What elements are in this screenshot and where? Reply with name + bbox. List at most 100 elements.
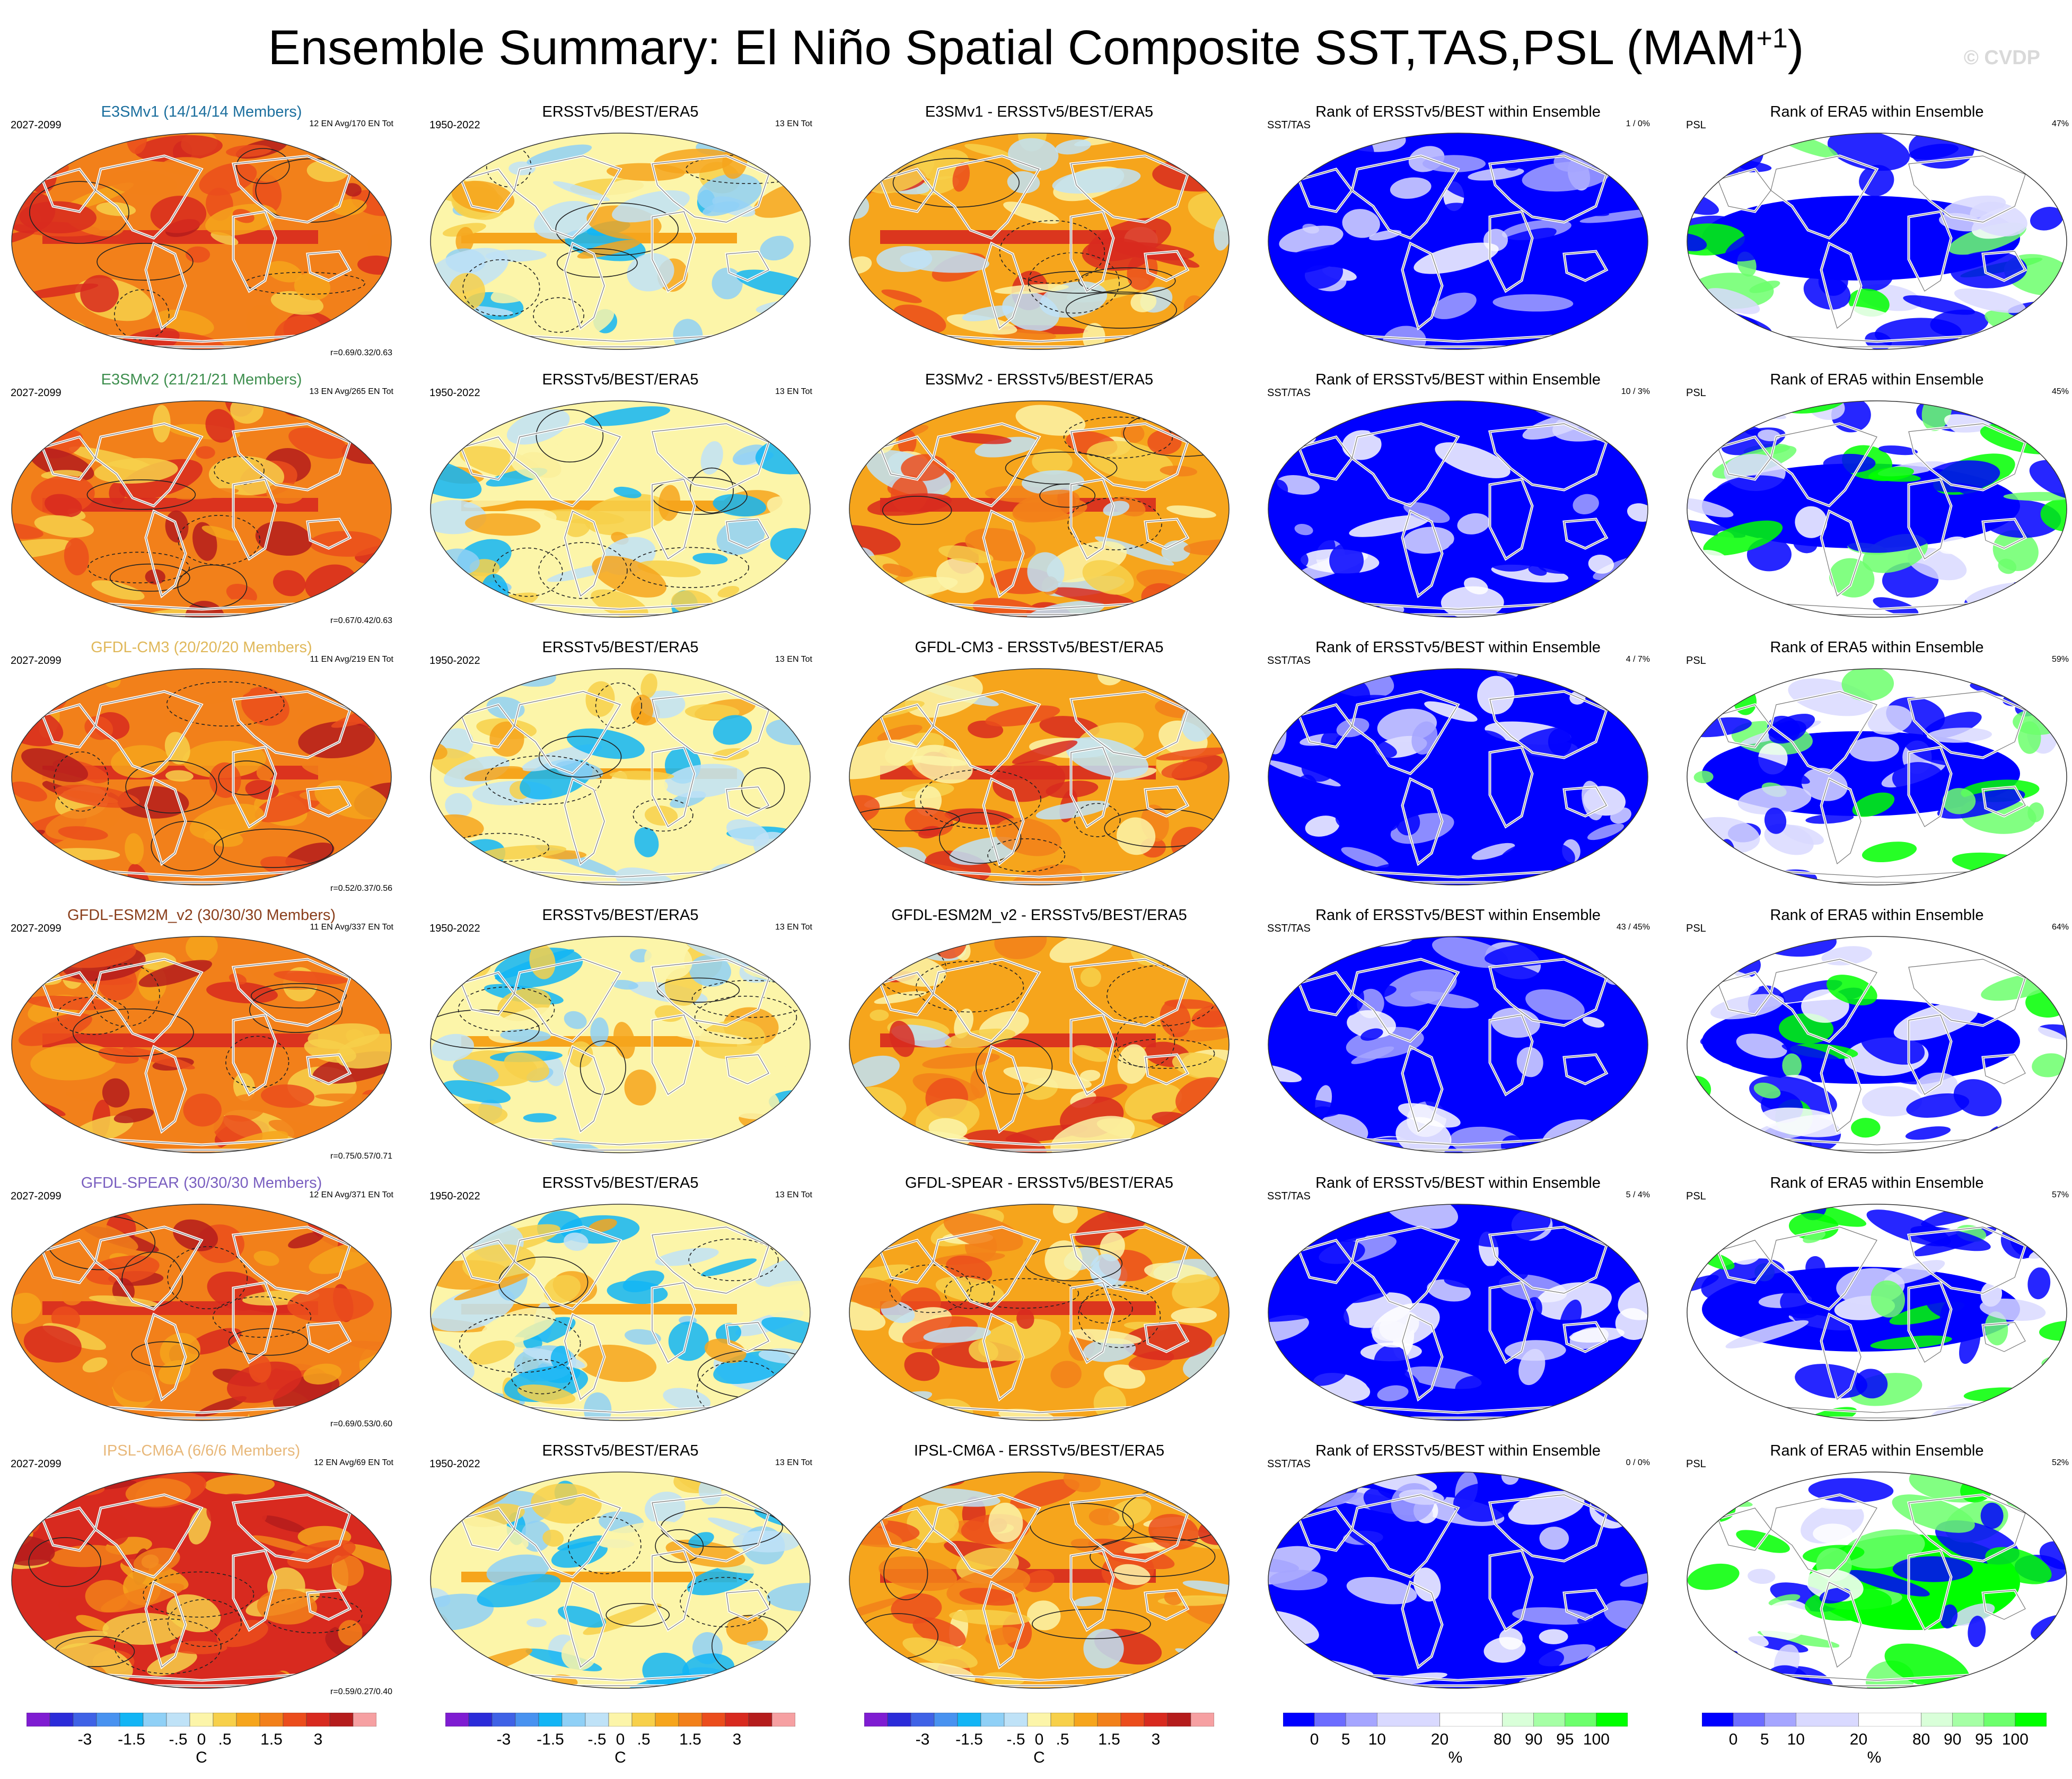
diff-panel: E3SMv1 - ERSSTv5/BEST/ERA5 bbox=[838, 103, 1241, 369]
colorbar-tick-label: 20 bbox=[1430, 1731, 1449, 1748]
colorbar-tick-label: 0 bbox=[616, 1731, 625, 1748]
map-wrapper bbox=[848, 935, 1230, 1156]
diff-panel: GFDL-CM3 - ERSSTv5/BEST/ERA5 bbox=[838, 639, 1241, 904]
panel-right-label: 10 / 3% bbox=[1621, 387, 1650, 396]
panel-left-label: 2027-2099 bbox=[11, 923, 62, 934]
rank-panel: Rank of ERSSTv5/BEST within Ensemble SST/… bbox=[1257, 371, 1660, 636]
panel-left-label: SST/TAS bbox=[1267, 655, 1311, 667]
map-wrapper bbox=[1267, 1203, 1649, 1424]
diff-panel: E3SMv2 - ERSSTv5/BEST/ERA5 bbox=[838, 371, 1241, 636]
psl-panel: Rank of ERA5 within Ensemble PSL 52% bbox=[1675, 1442, 2072, 1707]
map-wrapper bbox=[429, 935, 811, 1156]
panel-title: Rank of ERA5 within Ensemble bbox=[1770, 639, 1984, 656]
colorbar-tick-label: 95 bbox=[1975, 1731, 1993, 1748]
panel-title: ERSSTv5/BEST/ERA5 bbox=[542, 371, 699, 388]
map-wrapper bbox=[848, 668, 1230, 889]
panel-left-label: 1950-2022 bbox=[429, 1458, 480, 1470]
panel-left-label: PSL bbox=[1686, 1190, 1706, 1202]
panel-right-label: 11 EN Avg/337 EN Tot bbox=[310, 923, 393, 932]
panel-title: Rank of ERA5 within Ensemble bbox=[1770, 1442, 1984, 1459]
psl-panel: Rank of ERA5 within Ensemble PSL 59% bbox=[1675, 639, 2072, 904]
panel-right-label: 13 EN Tot bbox=[775, 1190, 812, 1199]
colorbar-tick-label: 0 bbox=[197, 1731, 206, 1748]
panel-title: ERSSTv5/BEST/ERA5 bbox=[542, 907, 699, 924]
colorbar-unit: C bbox=[196, 1749, 207, 1766]
colorbar-tick-label: -3 bbox=[496, 1731, 511, 1748]
map-wrapper bbox=[11, 1203, 392, 1424]
colorbar-tick-label: 10 bbox=[1368, 1731, 1386, 1748]
panel-title: GFDL-CM3 - ERSSTv5/BEST/ERA5 bbox=[915, 639, 1164, 656]
panel-title: E3SMv1 (14/14/14 Members) bbox=[101, 103, 302, 120]
colorbar-tick-label: 80 bbox=[1912, 1731, 1930, 1748]
panel-title: GFDL-SPEAR (30/30/30 Members) bbox=[81, 1175, 322, 1191]
colorbar-tick-label: -1.5 bbox=[537, 1731, 564, 1748]
map-wrapper bbox=[1686, 668, 2068, 889]
colorbar-tick-label: 100 bbox=[2001, 1731, 2029, 1748]
diff-map bbox=[849, 668, 1230, 886]
panel-left-label: 1950-2022 bbox=[429, 387, 480, 399]
panel-title: GFDL-SPEAR - ERSSTv5/BEST/ERA5 bbox=[905, 1175, 1173, 1191]
rank-panel: Rank of ERSSTv5/BEST within Ensemble SST/… bbox=[1257, 1442, 1660, 1707]
panel-title: ERSSTv5/BEST/ERA5 bbox=[542, 1175, 699, 1191]
obs-panel: ERSSTv5/BEST/ERA5 1950-2022 13 EN Tot bbox=[419, 907, 822, 1172]
panel-left-label: 1950-2022 bbox=[429, 923, 480, 934]
map-wrapper bbox=[848, 400, 1230, 621]
pattern-correlation: r=0.67/0.42/0.63 bbox=[330, 616, 392, 625]
panel-right-label: 12 EN Avg/69 EN Tot bbox=[314, 1458, 393, 1467]
panel-right-label: 13 EN Tot bbox=[775, 1458, 812, 1467]
panel-right-label: 43 / 45% bbox=[1616, 923, 1650, 932]
colorbar-tick-label: 1.5 bbox=[679, 1731, 701, 1748]
panel-right-label: 5 / 4% bbox=[1626, 1190, 1650, 1199]
map-wrapper bbox=[429, 400, 811, 621]
panel-title: E3SMv2 (21/21/21 Members) bbox=[101, 371, 302, 388]
panel-left-label: 1950-2022 bbox=[429, 119, 480, 131]
panel-title: Rank of ERSSTv5/BEST within Ensemble bbox=[1315, 907, 1601, 924]
psl-map bbox=[1687, 1471, 2067, 1689]
colorbar-tick-label: 90 bbox=[1944, 1731, 1962, 1748]
colorbar-unit: % bbox=[1867, 1749, 1882, 1766]
panel-left-label: PSL bbox=[1686, 119, 1706, 131]
colorbar-tick-label: 95 bbox=[1556, 1731, 1574, 1748]
colorbar-tick-label: -1.5 bbox=[955, 1731, 983, 1748]
rank-colorbar: 0 5 10 20 80 90 95 100% bbox=[1283, 1712, 1628, 1771]
rank-map bbox=[1268, 1471, 1648, 1689]
colorbar-unit: C bbox=[614, 1749, 626, 1766]
model-panel: E3SMv2 (21/21/21 Members) 2027-2099 13 EN … bbox=[0, 371, 403, 636]
panel-title: Rank of ERA5 within Ensemble bbox=[1770, 1175, 1984, 1191]
colorbar-tick-label: 90 bbox=[1525, 1731, 1543, 1748]
panel-left-label: 1950-2022 bbox=[429, 655, 480, 667]
map-wrapper bbox=[1267, 1471, 1649, 1692]
map-wrapper bbox=[1686, 400, 2068, 621]
colorbar-tick-label: .5 bbox=[637, 1731, 651, 1748]
model-panel: GFDL-ESM2M_v2 (30/30/30 Members) 2027-209… bbox=[0, 907, 403, 1172]
colorbar-tick-label: -.5 bbox=[1006, 1731, 1025, 1748]
panel-right-label: 13 EN Tot bbox=[775, 119, 812, 128]
obs-map bbox=[430, 668, 811, 886]
panel-right-label: 1 / 0% bbox=[1626, 119, 1650, 128]
panel-right-label: 0 / 0% bbox=[1626, 1458, 1650, 1467]
panel-right-label: 13 EN Tot bbox=[775, 923, 812, 932]
colorbar-tick-label: 3 bbox=[313, 1731, 323, 1748]
psl-panel: Rank of ERA5 within Ensemble PSL 57% bbox=[1675, 1175, 2072, 1440]
diff-map bbox=[849, 400, 1230, 618]
psl-panel: Rank of ERA5 within Ensemble PSL 64% bbox=[1675, 907, 2072, 1172]
panel-title: GFDL-ESM2M_v2 - ERSSTv5/BEST/ERA5 bbox=[891, 907, 1187, 924]
obs-map bbox=[430, 936, 811, 1153]
colorbar-swatches bbox=[864, 1712, 1215, 1727]
map-wrapper bbox=[1686, 1203, 2068, 1424]
panel-title: ERSSTv5/BEST/ERA5 bbox=[542, 103, 699, 120]
panel-left-label: 2027-2099 bbox=[11, 387, 62, 399]
colorbar-tick-label: 1.5 bbox=[260, 1731, 283, 1748]
psl-panel: Rank of ERA5 within Ensemble PSL 45% bbox=[1675, 371, 2072, 636]
diff-map bbox=[849, 936, 1230, 1153]
obs-panel: ERSSTv5/BEST/ERA5 1950-2022 13 EN Tot bbox=[419, 371, 822, 636]
panel-title: IPSL-CM6A (6/6/6 Members) bbox=[102, 1442, 301, 1459]
rank-map bbox=[1268, 400, 1648, 618]
panel-title: Rank of ERSSTv5/BEST within Ensemble bbox=[1315, 103, 1601, 120]
colorbar-tick-label: 3 bbox=[732, 1731, 742, 1748]
colorbar-tick-label: 0 bbox=[1728, 1731, 1738, 1748]
psl-map bbox=[1687, 133, 2067, 350]
psl-map bbox=[1687, 936, 2067, 1153]
model-map bbox=[11, 133, 392, 350]
pattern-correlation: r=0.59/0.27/0.40 bbox=[330, 1687, 392, 1696]
